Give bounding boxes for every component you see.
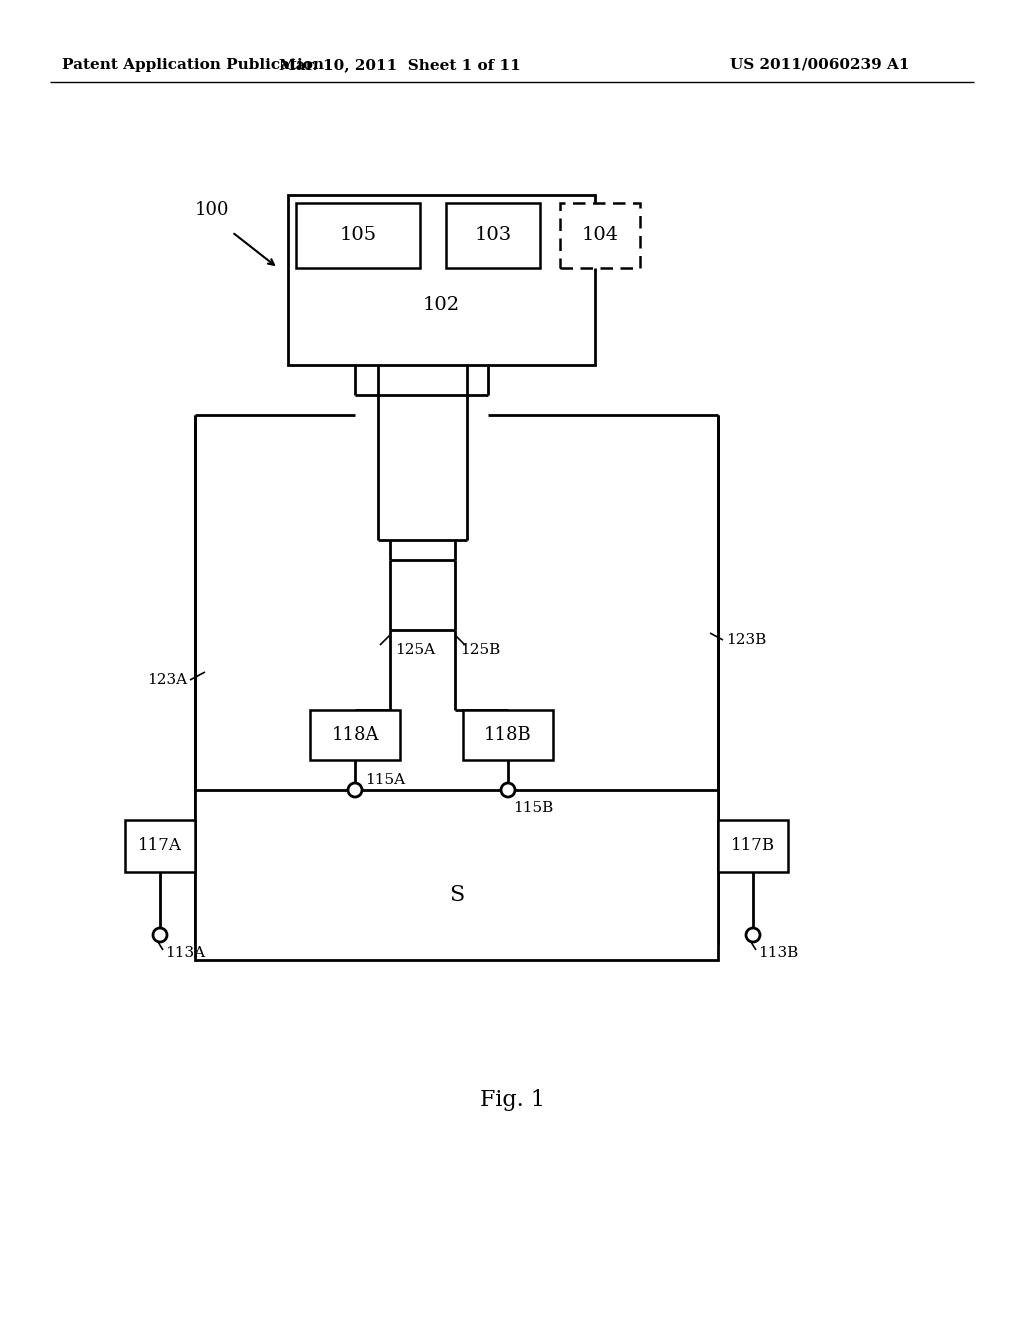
Circle shape bbox=[501, 783, 515, 797]
Bar bbox=[125, 820, 195, 873]
Bar bbox=[446, 203, 540, 268]
Text: 115A: 115A bbox=[365, 774, 406, 787]
Text: Mar. 10, 2011  Sheet 1 of 11: Mar. 10, 2011 Sheet 1 of 11 bbox=[280, 58, 521, 73]
Text: 117B: 117B bbox=[731, 837, 775, 854]
Text: 115B: 115B bbox=[513, 801, 553, 814]
Circle shape bbox=[348, 783, 362, 797]
Text: Fig. 1: Fig. 1 bbox=[479, 1089, 545, 1111]
Text: S: S bbox=[449, 884, 464, 907]
Circle shape bbox=[746, 928, 760, 942]
Bar bbox=[296, 203, 420, 268]
Circle shape bbox=[153, 928, 167, 942]
Text: 125B: 125B bbox=[460, 643, 501, 657]
Text: 104: 104 bbox=[582, 227, 618, 244]
Text: 118A: 118A bbox=[331, 726, 379, 744]
Bar bbox=[463, 710, 553, 760]
Text: 105: 105 bbox=[339, 227, 377, 244]
Text: 102: 102 bbox=[423, 296, 460, 314]
Text: 125A: 125A bbox=[395, 643, 435, 657]
Text: 113B: 113B bbox=[758, 946, 799, 960]
Text: 117A: 117A bbox=[138, 837, 182, 854]
Bar bbox=[288, 195, 595, 366]
Text: Patent Application Publication: Patent Application Publication bbox=[62, 58, 324, 73]
Text: US 2011/0060239 A1: US 2011/0060239 A1 bbox=[730, 58, 909, 73]
Text: 123A: 123A bbox=[146, 673, 187, 686]
Bar bbox=[560, 203, 640, 268]
Text: 113A: 113A bbox=[165, 946, 205, 960]
Text: 100: 100 bbox=[195, 201, 229, 219]
Text: 123B: 123B bbox=[726, 634, 766, 647]
Bar bbox=[195, 789, 718, 960]
Bar bbox=[718, 820, 788, 873]
Text: 118B: 118B bbox=[484, 726, 531, 744]
Bar bbox=[310, 710, 400, 760]
Text: 103: 103 bbox=[474, 227, 512, 244]
